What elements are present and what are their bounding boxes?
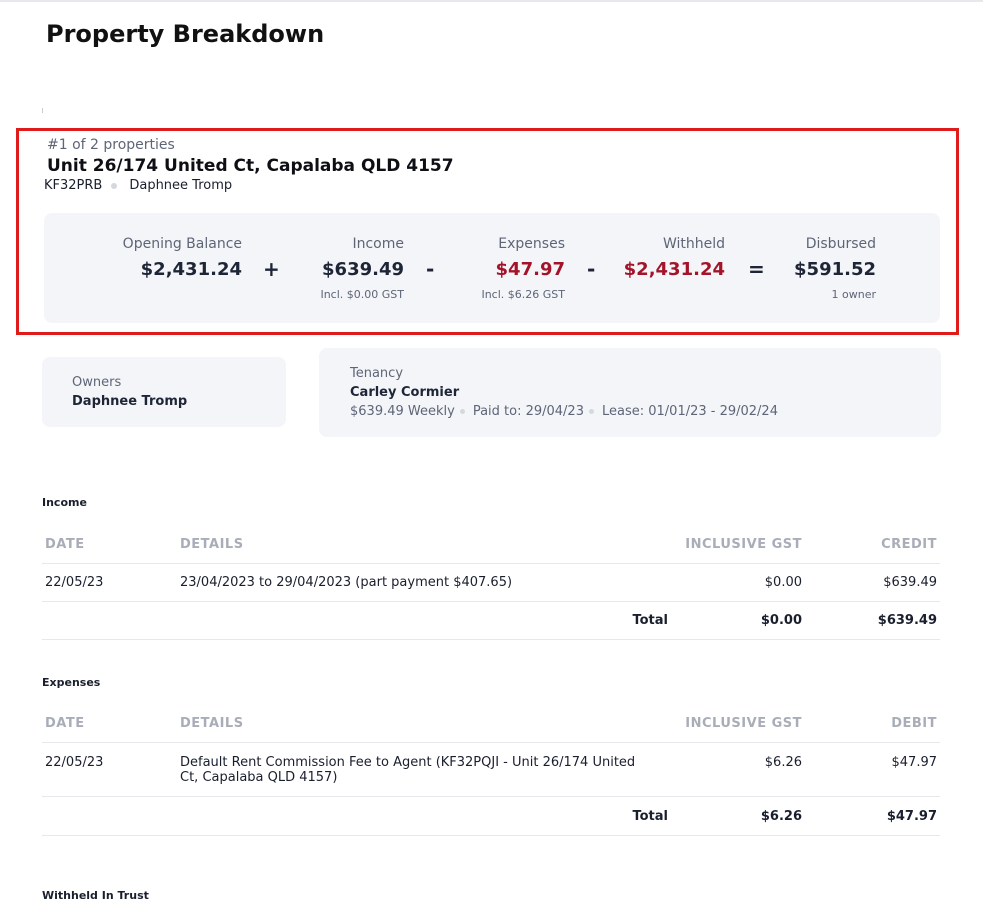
property-address: Unit 26/174 United Ct, Capalaba QLD 4157 — [47, 156, 454, 176]
column-header-gst: INCLUSIVE GST — [685, 716, 802, 731]
row-gst: $6.26 — [764, 755, 802, 770]
withheld-label: Withheld — [662, 236, 725, 252]
expenses-section-title: Expenses — [42, 676, 101, 689]
income-table: DATE DETAILS INCLUSIVE GST CREDIT 22/05/… — [42, 530, 940, 640]
column-header-details: DETAILS — [180, 537, 244, 552]
balance-summary: Opening Balance $2,431.24 + Income $639.… — [44, 213, 940, 323]
total-credit: $639.49 — [877, 613, 937, 628]
disbursed-value: $591.52 — [794, 259, 876, 280]
paid-to: Paid to: 29/04/23 — [472, 404, 584, 419]
page-title: Property Breakdown — [46, 20, 325, 48]
expenses-gst-note: Incl. $6.26 GST — [481, 288, 565, 301]
separator-dot-icon — [111, 182, 118, 189]
decorative-tick — [42, 108, 43, 113]
property-code: KF32PRB — [44, 178, 103, 193]
owner-name: Daphnee Tromp — [72, 394, 188, 409]
row-details-line1: Default Rent Commission Fee to Agent (KF… — [180, 755, 636, 770]
row-date: 22/05/23 — [45, 755, 104, 770]
expenses-label: Expenses — [498, 236, 565, 252]
minus-operator: - — [587, 257, 596, 281]
tenancy-details: $639.49 Weekly Paid to: 29/04/23 Lease: … — [350, 404, 778, 419]
income-label: Income — [352, 236, 404, 252]
income-value: $639.49 — [322, 259, 404, 280]
opening-balance-label: Opening Balance — [122, 236, 242, 252]
income-section-title: Income — [42, 496, 87, 509]
property-meta: KF32PRB Daphnee Tromp — [44, 178, 232, 193]
column-header-gst: INCLUSIVE GST — [685, 537, 802, 552]
total-debit: $47.97 — [886, 809, 937, 824]
owners-card: Owners Daphnee Tromp — [42, 357, 286, 427]
row-divider — [42, 835, 940, 836]
opening-balance-value: $2,431.24 — [140, 259, 242, 280]
row-divider — [42, 639, 940, 640]
column-header-credit: CREDIT — [881, 537, 937, 552]
tenant-name: Carley Cormier — [350, 385, 460, 400]
selected-property-highlight — [16, 128, 959, 335]
row-debit: $47.97 — [891, 755, 938, 770]
row-details: 23/04/2023 to 29/04/2023 (part payment $… — [180, 575, 513, 590]
minus-operator: - — [426, 257, 435, 281]
separator-dot-icon — [588, 409, 594, 414]
tenancy-label: Tenancy — [350, 366, 404, 381]
row-divider — [42, 796, 940, 797]
income-gst-note: Incl. $0.00 GST — [320, 288, 404, 301]
column-header-debit: DEBIT — [891, 716, 937, 731]
plus-operator: + — [263, 257, 280, 281]
column-header-date: DATE — [45, 537, 85, 552]
equals-operator: = — [748, 257, 765, 281]
column-header-details: DETAILS — [180, 716, 244, 731]
withheld-value: $2,431.24 — [623, 259, 725, 280]
row-divider — [42, 742, 940, 743]
tenancy-card: Tenancy Carley Cormier $639.49 Weekly Pa… — [319, 348, 941, 437]
row-credit: $639.49 — [883, 575, 937, 590]
separator-dot-icon — [459, 409, 465, 414]
owners-label: Owners — [72, 375, 122, 390]
column-header-date: DATE — [45, 716, 85, 731]
withheld-section-title: Withheld In Trust — [42, 889, 149, 902]
row-divider — [42, 563, 940, 564]
expenses-table: DATE DETAILS INCLUSIVE GST DEBIT 22/05/2… — [42, 709, 940, 837]
property-owner: Daphnee Tromp — [129, 178, 233, 193]
disbursed-owner-count: 1 owner — [831, 288, 876, 301]
disbursed-label: Disbursed — [805, 236, 876, 252]
row-date: 22/05/23 — [45, 575, 104, 590]
total-label: Total — [632, 613, 668, 628]
total-gst: $0.00 — [760, 613, 802, 628]
row-gst: $0.00 — [764, 575, 802, 590]
rent-amount: $639.49 Weekly — [350, 404, 455, 419]
total-label: Total — [632, 809, 668, 824]
property-count: #1 of 2 properties — [47, 137, 175, 153]
row-details-line2: Ct, Capalaba QLD 4157) — [180, 770, 338, 785]
top-divider — [0, 0, 983, 2]
total-gst: $6.26 — [760, 809, 802, 824]
row-divider — [42, 601, 940, 602]
expenses-value: $47.97 — [495, 259, 565, 280]
lease-period: Lease: 01/01/23 - 29/02/24 — [601, 404, 778, 419]
